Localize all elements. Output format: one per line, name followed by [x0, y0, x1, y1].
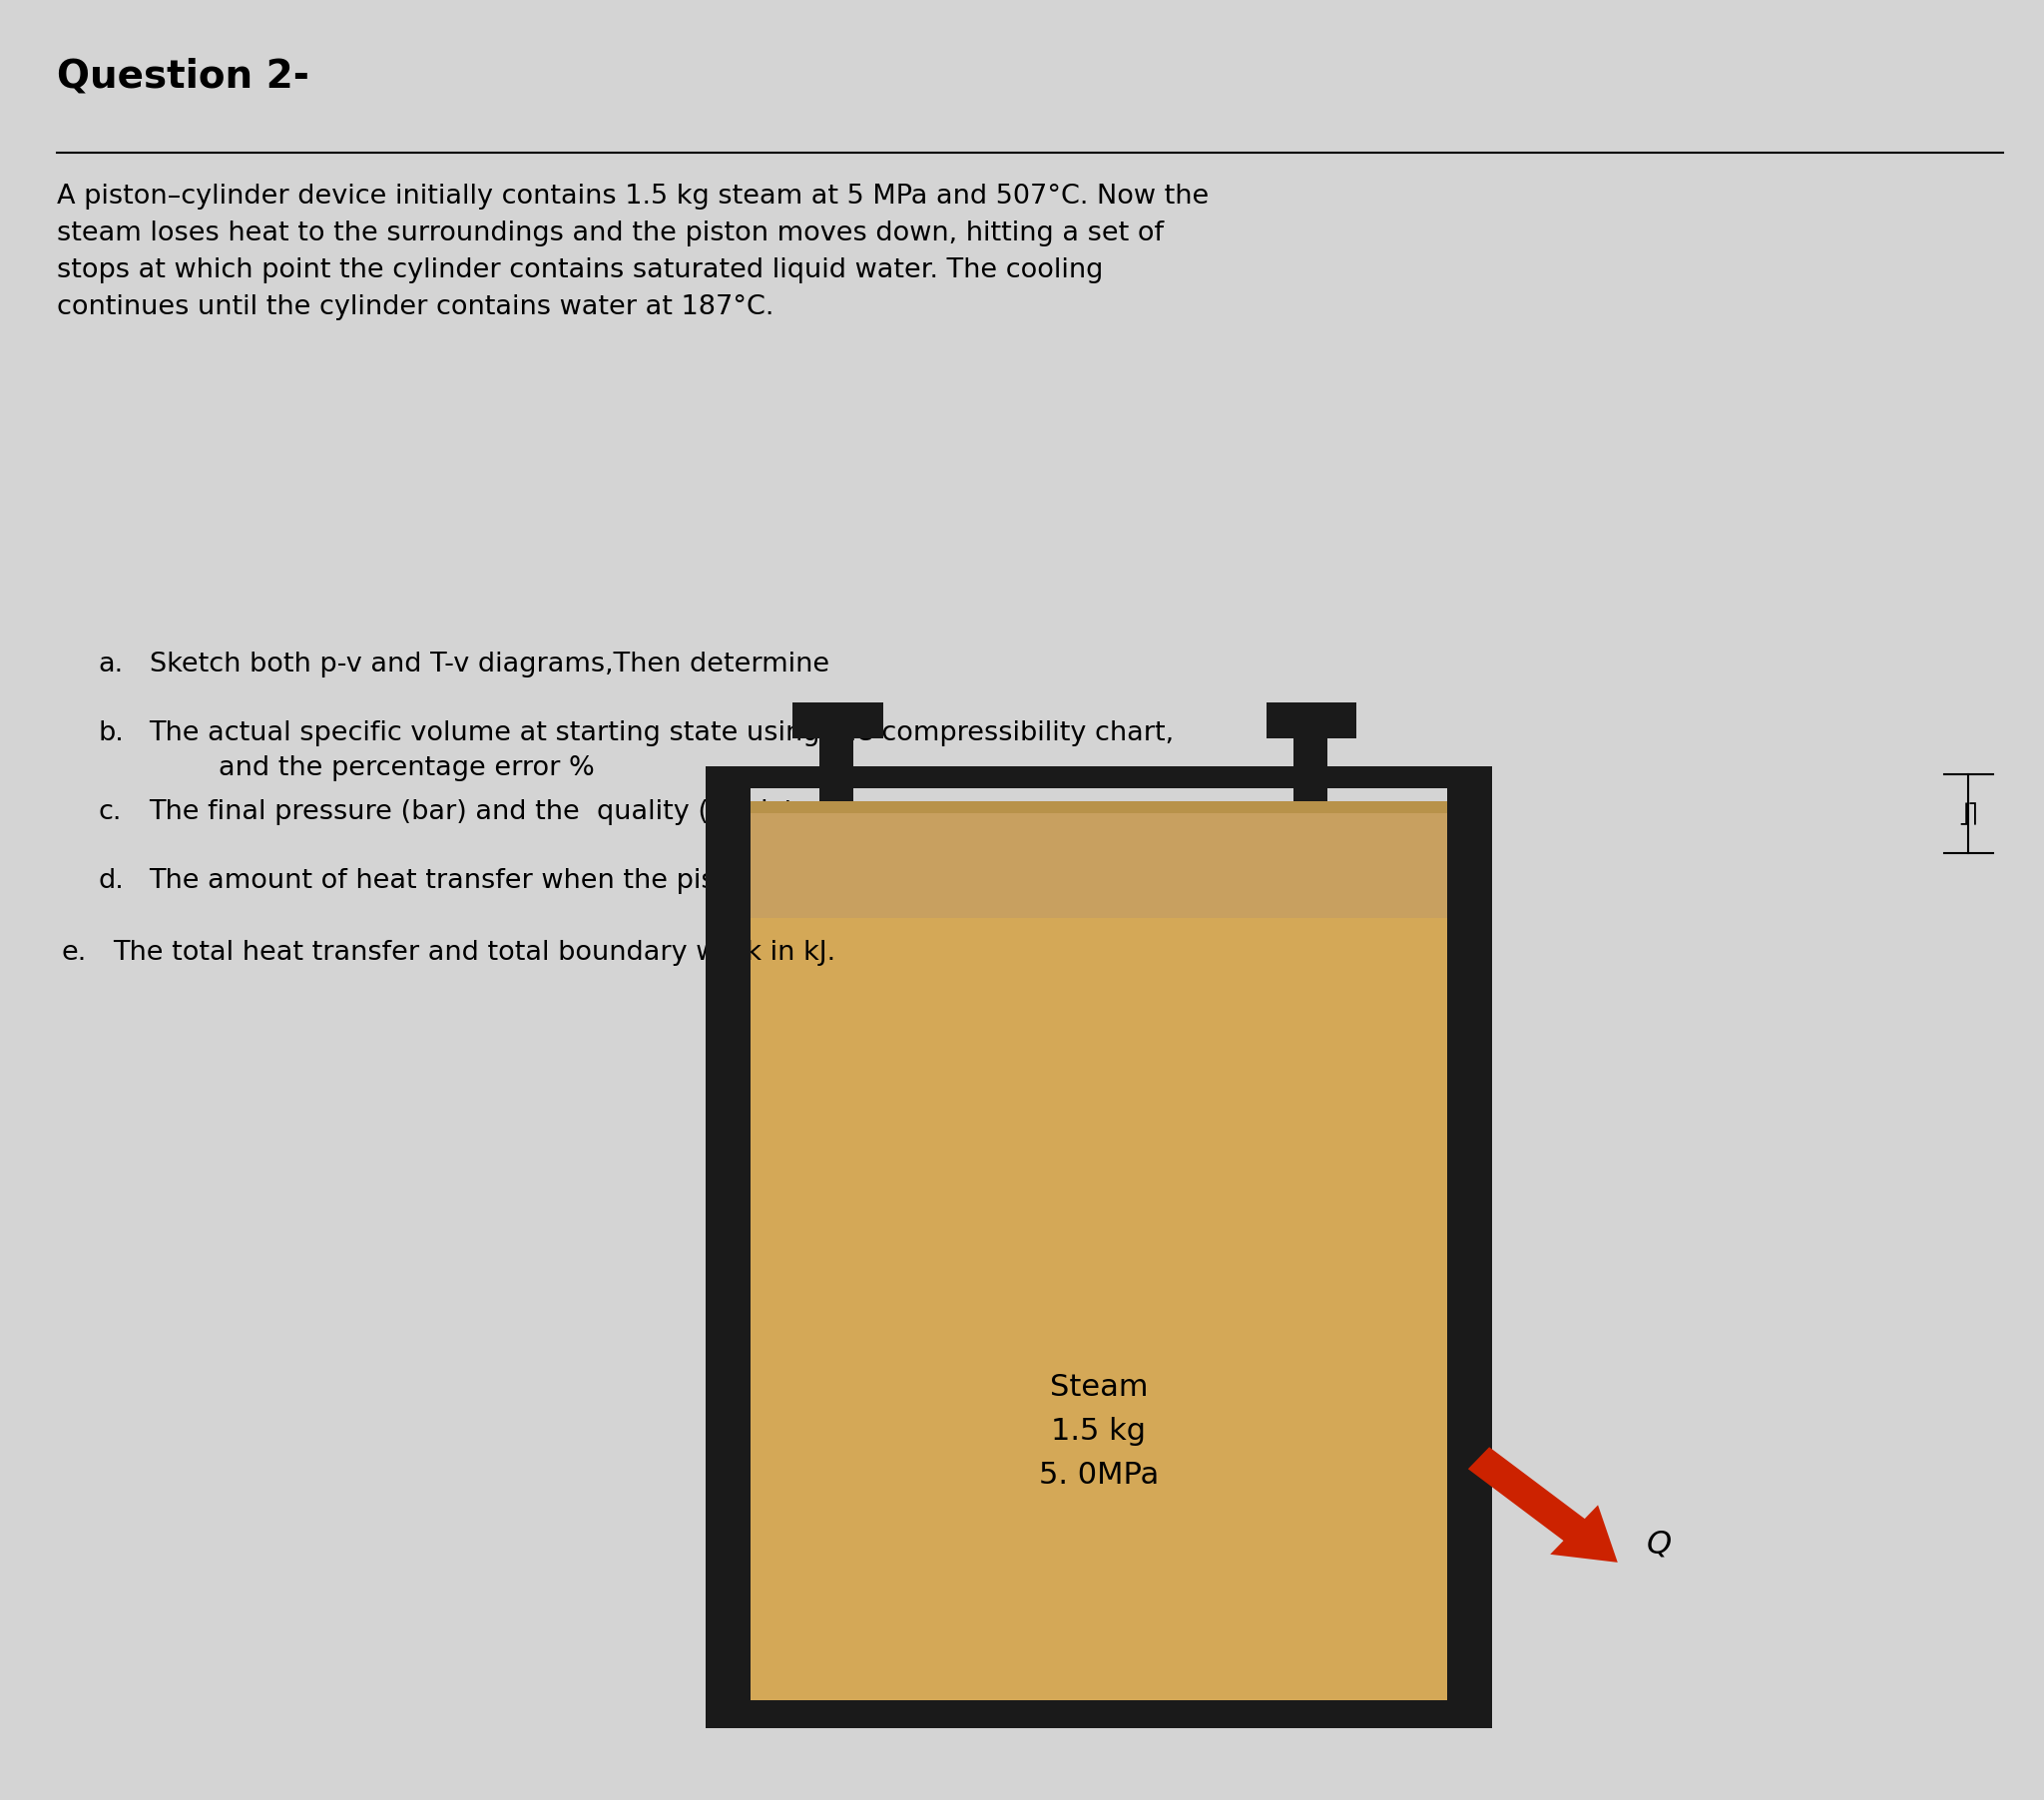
Bar: [793, 702, 883, 738]
Text: Question 2-: Question 2-: [57, 58, 309, 95]
Bar: [820, 702, 854, 801]
Text: ⎦⎤: ⎦⎤: [1958, 803, 1979, 824]
Bar: [705, 783, 750, 1728]
Text: b.: b.: [98, 720, 125, 745]
Text: The amount of heat transfer when the piston first hits the stops in kJ: The amount of heat transfer when the pis…: [149, 868, 1079, 893]
Bar: [750, 828, 1447, 1701]
Bar: [705, 1701, 1492, 1728]
Text: The actual specific volume at starting state using the compressibility chart,
  : The actual specific volume at starting s…: [149, 720, 1175, 781]
Text: Steam
1.5 kg
5. 0MPa: Steam 1.5 kg 5. 0MPa: [1038, 1373, 1159, 1489]
Text: a.: a.: [98, 652, 123, 677]
Text: Q: Q: [1645, 1528, 1672, 1561]
Bar: [1267, 702, 1357, 738]
Text: A piston–cylinder device initially contains 1.5 kg steam at 5 MPa and 507°C. Now: A piston–cylinder device initially conta…: [57, 184, 1210, 320]
Text: e.: e.: [61, 940, 86, 965]
Bar: [750, 801, 1447, 918]
Text: c.: c.: [98, 799, 121, 824]
Bar: [750, 801, 1447, 814]
Bar: [1294, 702, 1327, 801]
Text: d.: d.: [98, 868, 125, 893]
Text: The final pressure (bar) and the  quality (if mixture),: The final pressure (bar) and the quality…: [149, 799, 858, 824]
Text: The total heat transfer and total boundary work in kJ.: The total heat transfer and total bounda…: [112, 940, 836, 965]
FancyArrow shape: [1468, 1447, 1617, 1562]
Bar: [1447, 783, 1492, 1728]
Text: Sketch both p-v and T-v diagrams,Then determine: Sketch both p-v and T-v diagrams,Then de…: [149, 652, 830, 677]
Bar: [705, 767, 1492, 788]
